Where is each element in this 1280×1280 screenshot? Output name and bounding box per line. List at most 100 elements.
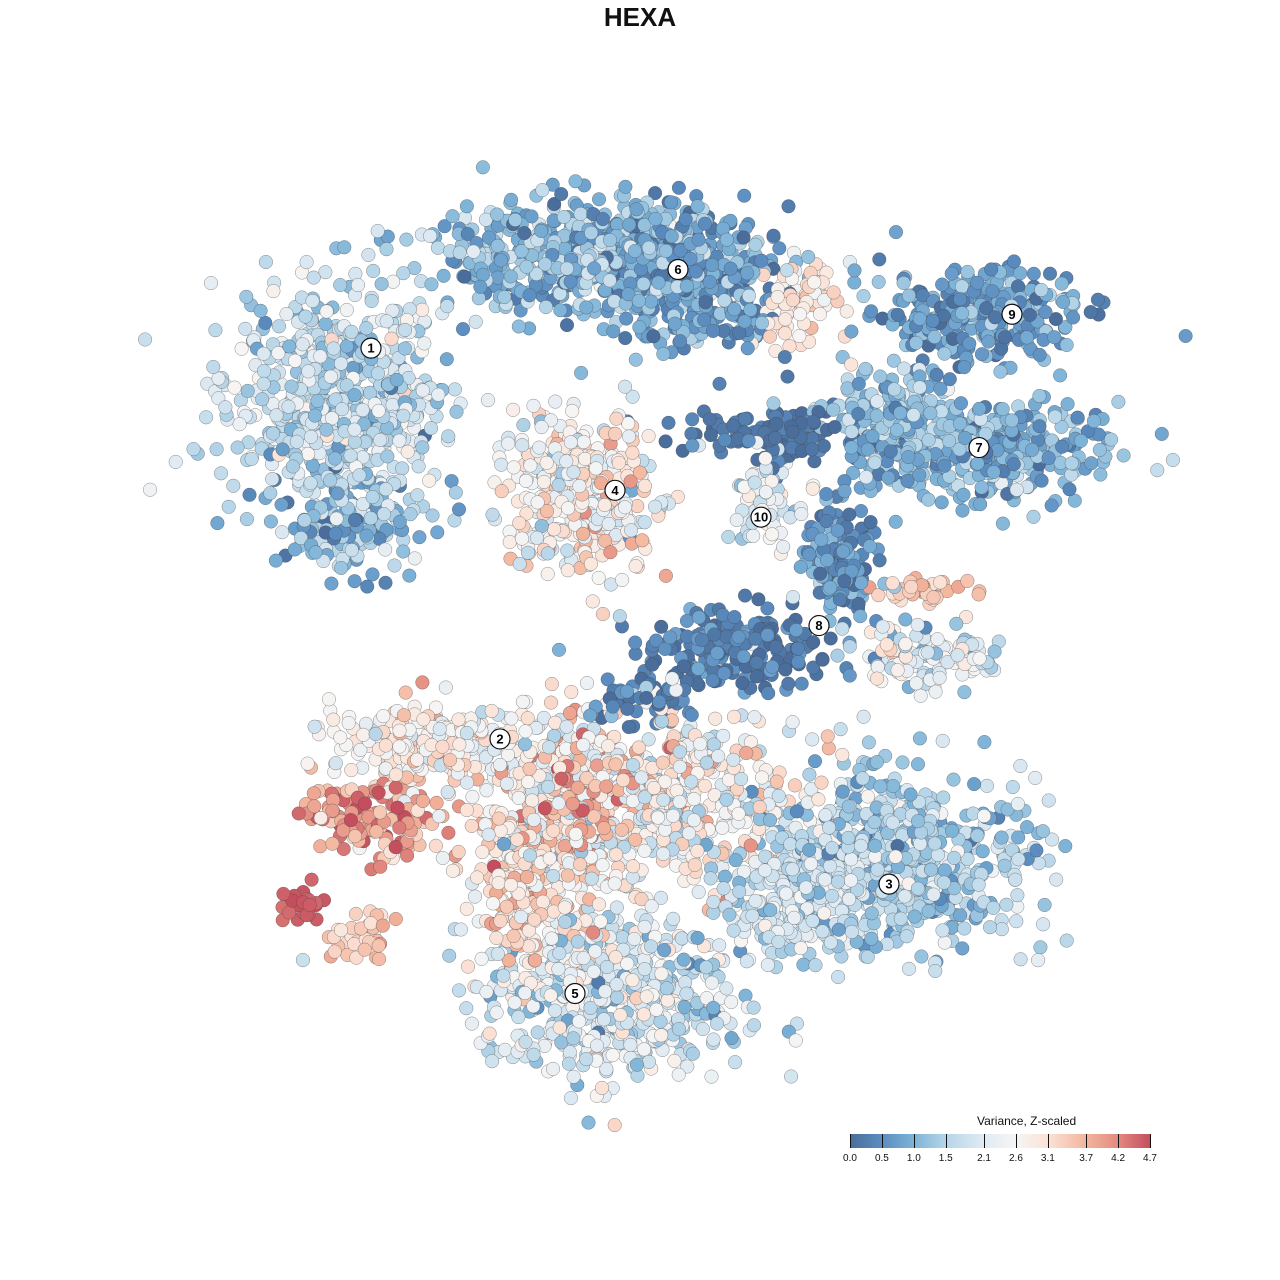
data-point xyxy=(994,922,1009,937)
data-point xyxy=(645,657,660,672)
data-point xyxy=(240,383,255,398)
data-point xyxy=(304,872,319,887)
data-point xyxy=(949,616,964,631)
data-point xyxy=(860,789,875,804)
data-point xyxy=(203,276,219,291)
data-point xyxy=(1111,394,1126,409)
data-point xyxy=(1047,409,1063,424)
data-point xyxy=(1019,820,1035,835)
data-point xyxy=(266,284,281,299)
data-point xyxy=(366,263,381,278)
data-point xyxy=(1178,328,1193,344)
data-point xyxy=(728,1055,743,1070)
data-point xyxy=(784,1069,799,1084)
data-point xyxy=(999,897,1014,912)
data-point xyxy=(815,652,830,667)
data-point xyxy=(779,263,794,278)
data-point xyxy=(465,789,480,804)
data-point xyxy=(717,869,733,884)
data-point xyxy=(928,684,943,699)
data-point xyxy=(641,429,656,444)
data-point xyxy=(1036,917,1051,932)
data-point xyxy=(291,806,306,821)
data-point xyxy=(1083,305,1098,320)
data-point xyxy=(1029,843,1044,858)
data-point xyxy=(634,892,649,907)
data-point xyxy=(686,792,701,807)
data-point xyxy=(347,574,362,589)
data-point xyxy=(199,410,214,425)
data-point xyxy=(379,242,394,257)
data-point xyxy=(585,594,600,609)
data-point xyxy=(591,570,606,585)
data-point xyxy=(844,424,859,439)
data-point xyxy=(459,199,474,214)
data-point xyxy=(726,418,741,433)
data-point xyxy=(438,680,453,695)
data-point xyxy=(271,319,287,334)
data-point xyxy=(554,187,569,202)
data-point xyxy=(324,576,339,591)
data-point xyxy=(648,186,663,201)
data-point xyxy=(559,318,575,333)
data-point xyxy=(937,346,952,361)
data-point xyxy=(374,276,389,292)
data-point xyxy=(378,575,393,590)
data-point xyxy=(230,440,245,455)
data-point xyxy=(619,311,634,326)
data-point xyxy=(445,863,460,878)
data-point xyxy=(957,685,972,700)
data-point xyxy=(543,695,559,710)
data-point xyxy=(618,331,633,346)
data-point xyxy=(359,321,374,336)
data-point xyxy=(1058,839,1073,854)
data-point xyxy=(708,711,723,726)
data-point xyxy=(805,481,820,496)
data-point xyxy=(511,1010,526,1025)
data-point xyxy=(489,1005,504,1020)
data-point xyxy=(299,255,314,270)
data-point xyxy=(459,803,474,818)
data-point xyxy=(435,850,450,866)
data-point xyxy=(512,556,527,571)
data-point xyxy=(935,733,950,748)
data-point xyxy=(704,1069,719,1084)
data-point xyxy=(936,790,951,805)
data-point xyxy=(641,1054,657,1069)
data-point xyxy=(690,199,705,214)
data-point xyxy=(719,981,734,996)
data-point xyxy=(666,911,681,926)
data-point xyxy=(1060,397,1075,412)
data-point xyxy=(234,341,249,356)
data-point xyxy=(447,382,462,397)
data-point xyxy=(485,1054,500,1069)
data-point xyxy=(479,783,494,798)
data-point xyxy=(900,473,915,488)
data-point xyxy=(691,884,706,900)
data-point xyxy=(607,1118,622,1133)
data-point xyxy=(333,730,348,745)
data-point xyxy=(524,209,539,224)
data-point xyxy=(520,545,536,560)
data-point xyxy=(886,778,901,794)
data-point xyxy=(845,465,861,480)
data-point xyxy=(562,705,578,721)
data-point xyxy=(1053,368,1068,383)
data-point xyxy=(239,289,254,304)
data-point xyxy=(451,502,467,517)
data-point xyxy=(802,767,817,782)
data-point xyxy=(663,195,679,210)
data-point xyxy=(441,825,456,840)
data-point xyxy=(1073,433,1088,448)
data-point xyxy=(318,316,333,331)
data-point xyxy=(502,534,517,550)
data-point xyxy=(746,1018,762,1033)
data-point xyxy=(460,959,476,974)
data-point xyxy=(864,906,879,921)
data-point xyxy=(396,266,411,281)
data-point xyxy=(794,676,809,691)
data-point xyxy=(600,672,615,687)
data-point xyxy=(812,307,828,322)
data-point xyxy=(715,820,730,835)
data-point xyxy=(954,279,970,294)
